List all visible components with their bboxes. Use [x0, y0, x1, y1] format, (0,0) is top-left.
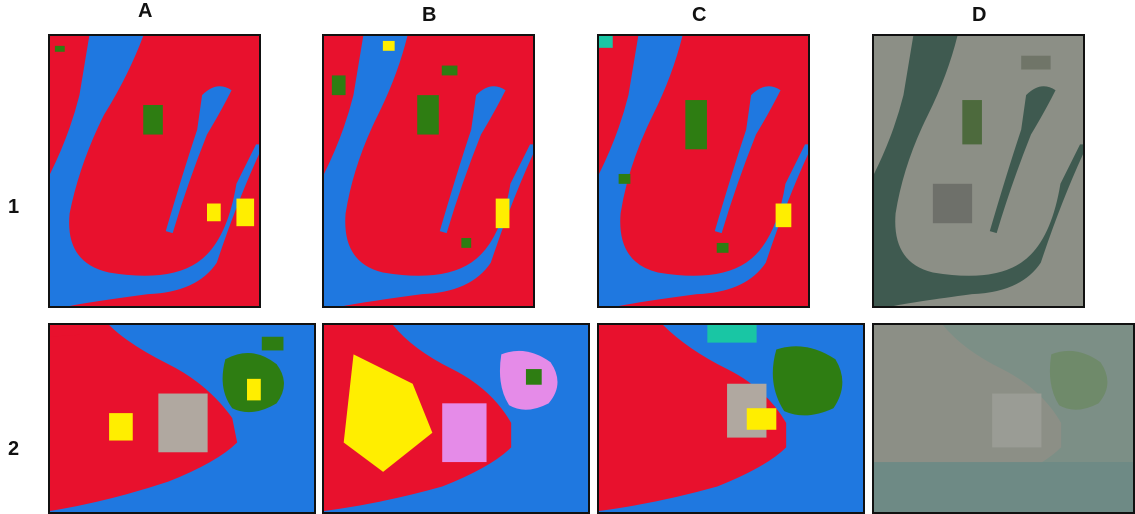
column-label-c: C: [692, 4, 707, 26]
panel-2c-classification-map: [597, 323, 865, 514]
panel-1c-classification-map: [597, 34, 810, 308]
panel-1a-classification-map: [48, 34, 261, 308]
row-label-1: 1: [8, 196, 20, 218]
panel-2a-classification-map: [48, 323, 316, 514]
panel-1b-classification-map: [322, 34, 535, 308]
column-label-d: D: [972, 4, 987, 26]
panel-1d-satellite-image: [872, 34, 1085, 308]
column-label-a: A: [138, 0, 153, 22]
panel-2b-classification-map: [322, 323, 590, 514]
row-label-2: 2: [8, 438, 20, 460]
column-label-b: B: [422, 4, 437, 26]
panel-2d-satellite-image: [872, 323, 1135, 514]
